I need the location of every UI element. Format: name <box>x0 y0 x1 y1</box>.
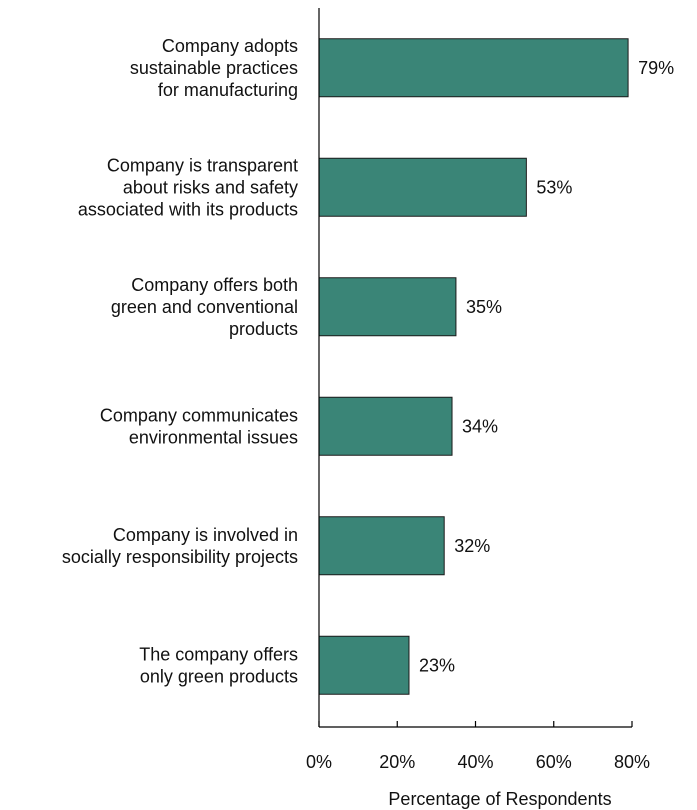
x-tick-label-2: 40% <box>457 752 493 772</box>
category-label-3-line-0: Company communicates <box>100 405 298 425</box>
category-label-1-line-0: Company is transparent <box>107 155 298 175</box>
category-label-1: Company is transparent about risks and sa… <box>78 155 298 219</box>
category-label-4-line-1: socially responsibility projects <box>62 547 298 567</box>
bar-5 <box>318 635 410 695</box>
x-tick-label-4: 80% <box>614 752 650 772</box>
category-label-5-line-1: only green products <box>140 666 298 686</box>
category-label-3-line-1: environmental issues <box>129 427 298 447</box>
category-label-4-line-0: Company is involved in <box>113 525 298 545</box>
value-labels-layer: 79% 53% 35% 34% 32% 23% <box>419 58 674 676</box>
bar-3 <box>318 396 453 456</box>
category-label-0: Company adopts sustainable practices for m… <box>130 36 298 100</box>
category-label-1-line-2: associated with its products <box>78 199 298 219</box>
category-label-1-line-1: about risks and safety <box>123 177 298 197</box>
value-label-3: 34% <box>462 416 498 436</box>
bar-4 <box>318 516 445 576</box>
x-ticks-layer: 0% 20% 40% 60% 80% <box>306 721 650 772</box>
bar-1 <box>318 157 527 217</box>
category-label-5: The company offers only green products <box>139 644 298 686</box>
value-label-4: 32% <box>454 536 490 556</box>
bar-2 <box>318 277 457 337</box>
x-tick-label-1: 20% <box>379 752 415 772</box>
x-tick-label-3: 60% <box>536 752 572 772</box>
category-label-2-line-1: green and conventional <box>111 297 298 317</box>
category-label-0-line-0: Company adopts <box>162 36 298 56</box>
category-label-5-line-0: The company offers <box>139 644 298 664</box>
value-label-5: 23% <box>419 655 455 675</box>
category-label-4: Company is involved in socially responsib… <box>62 525 298 567</box>
category-label-3: Company communicates environmental issues <box>100 405 298 447</box>
value-label-2: 35% <box>466 297 502 317</box>
bar-0 <box>318 38 629 98</box>
x-tick-label-0: 0% <box>306 752 332 772</box>
category-label-2-line-2: products <box>229 319 298 339</box>
category-label-0-line-1: sustainable practices <box>130 58 298 78</box>
category-label-0-line-2: for manufacturing <box>158 80 298 100</box>
x-axis-title: Percentage of Respondents <box>388 789 611 809</box>
value-label-1: 53% <box>536 177 572 197</box>
category-label-2-line-0: Company offers both <box>131 275 298 295</box>
category-label-2: Company offers both green and conventiona… <box>111 275 298 339</box>
value-label-0: 79% <box>638 58 674 78</box>
category-labels-layer: Company adopts sustainable practices for m… <box>62 36 298 687</box>
bars-layer <box>318 38 629 695</box>
